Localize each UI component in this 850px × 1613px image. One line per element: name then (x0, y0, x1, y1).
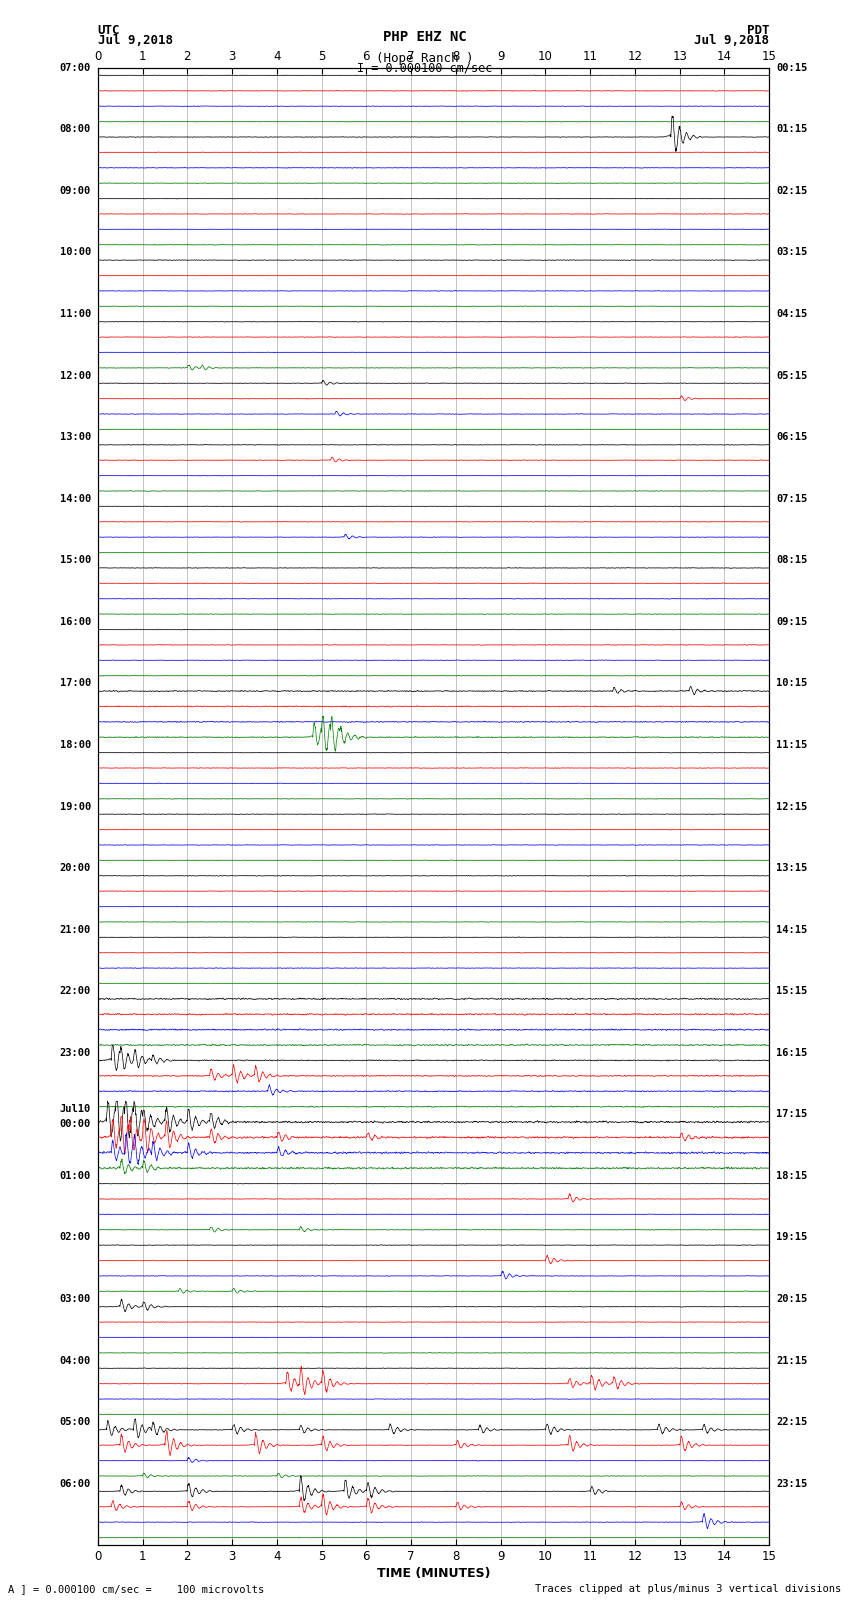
Text: 06:00: 06:00 (60, 1479, 91, 1489)
Text: 20:00: 20:00 (60, 863, 91, 873)
Text: PDT: PDT (747, 24, 769, 37)
Text: 22:15: 22:15 (776, 1418, 808, 1428)
Text: 00:00: 00:00 (60, 1119, 91, 1129)
Text: 04:15: 04:15 (776, 310, 808, 319)
Text: 02:00: 02:00 (60, 1232, 91, 1242)
Text: 23:00: 23:00 (60, 1048, 91, 1058)
Text: 03:00: 03:00 (60, 1294, 91, 1303)
Text: A ] = 0.000100 cm/sec =    100 microvolts: A ] = 0.000100 cm/sec = 100 microvolts (8, 1584, 264, 1594)
Text: 09:15: 09:15 (776, 616, 808, 627)
Text: 00:15: 00:15 (776, 63, 808, 73)
Text: I = 0.000100 cm/sec: I = 0.000100 cm/sec (357, 61, 493, 74)
Text: 13:00: 13:00 (60, 432, 91, 442)
Text: 19:00: 19:00 (60, 802, 91, 811)
Text: 08:00: 08:00 (60, 124, 91, 134)
Text: 21:15: 21:15 (776, 1355, 808, 1366)
Text: 23:15: 23:15 (776, 1479, 808, 1489)
Text: 14:00: 14:00 (60, 494, 91, 503)
Text: Jul 9,2018: Jul 9,2018 (694, 34, 769, 47)
Text: 09:00: 09:00 (60, 185, 91, 195)
Text: 21:00: 21:00 (60, 924, 91, 934)
Text: 17:00: 17:00 (60, 679, 91, 689)
Text: 10:15: 10:15 (776, 679, 808, 689)
Text: 18:00: 18:00 (60, 740, 91, 750)
Text: 07:00: 07:00 (60, 63, 91, 73)
Text: 16:15: 16:15 (776, 1048, 808, 1058)
Text: 02:15: 02:15 (776, 185, 808, 195)
Text: 04:00: 04:00 (60, 1355, 91, 1366)
Text: 16:00: 16:00 (60, 616, 91, 627)
Text: PHP EHZ NC: PHP EHZ NC (383, 31, 467, 44)
Text: 08:15: 08:15 (776, 555, 808, 565)
Text: 20:15: 20:15 (776, 1294, 808, 1303)
Text: 22:00: 22:00 (60, 986, 91, 997)
Text: 07:15: 07:15 (776, 494, 808, 503)
Text: Jul10: Jul10 (60, 1105, 91, 1115)
Text: 15:15: 15:15 (776, 986, 808, 997)
Text: 12:00: 12:00 (60, 371, 91, 381)
Text: 10:00: 10:00 (60, 247, 91, 258)
Text: (Hope Ranch ): (Hope Ranch ) (377, 52, 473, 65)
Text: 01:15: 01:15 (776, 124, 808, 134)
Text: 11:15: 11:15 (776, 740, 808, 750)
Text: Jul 9,2018: Jul 9,2018 (98, 34, 173, 47)
Text: 19:15: 19:15 (776, 1232, 808, 1242)
Text: 11:00: 11:00 (60, 310, 91, 319)
Text: 17:15: 17:15 (776, 1110, 808, 1119)
Text: 05:15: 05:15 (776, 371, 808, 381)
Text: 03:15: 03:15 (776, 247, 808, 258)
Text: 15:00: 15:00 (60, 555, 91, 565)
X-axis label: TIME (MINUTES): TIME (MINUTES) (377, 1568, 490, 1581)
Text: 14:15: 14:15 (776, 924, 808, 934)
Text: 12:15: 12:15 (776, 802, 808, 811)
Text: UTC: UTC (98, 24, 120, 37)
Text: 01:00: 01:00 (60, 1171, 91, 1181)
Text: 06:15: 06:15 (776, 432, 808, 442)
Text: 18:15: 18:15 (776, 1171, 808, 1181)
Text: 13:15: 13:15 (776, 863, 808, 873)
Text: Traces clipped at plus/minus 3 vertical divisions: Traces clipped at plus/minus 3 vertical … (536, 1584, 842, 1594)
Text: 05:00: 05:00 (60, 1418, 91, 1428)
